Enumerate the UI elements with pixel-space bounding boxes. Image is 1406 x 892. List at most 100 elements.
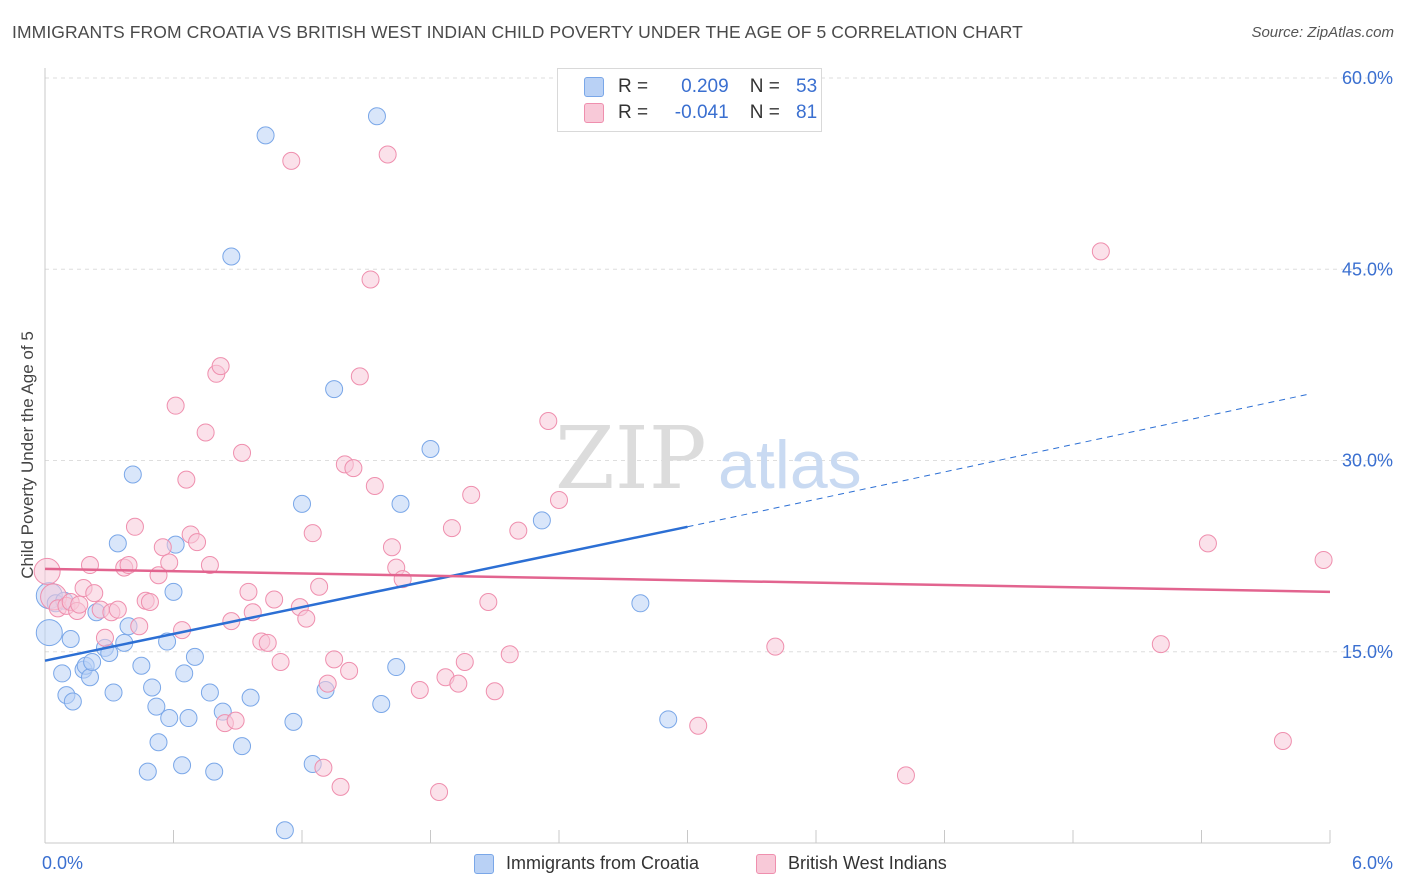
point-croatia xyxy=(200,683,219,702)
series-label-bwi: British West Indians xyxy=(788,853,947,873)
point-croatia xyxy=(293,494,311,513)
point-croatia xyxy=(108,534,127,553)
point-bwi xyxy=(271,652,290,671)
point-bwi xyxy=(226,711,245,730)
series-bwi-points xyxy=(33,145,1333,801)
point-croatia xyxy=(631,594,650,613)
point-bwi xyxy=(539,411,558,430)
point-bwi xyxy=(1198,534,1217,553)
point-bwi xyxy=(1273,732,1292,750)
point-bwi xyxy=(350,367,369,386)
point-bwi xyxy=(314,758,333,777)
point-croatia xyxy=(275,821,294,840)
trend-line-bwi xyxy=(44,567,1331,594)
point-bwi xyxy=(85,584,104,603)
y-tick-label: 15.0% xyxy=(1342,642,1393,662)
point-bwi xyxy=(382,538,401,557)
point-bwi xyxy=(140,593,159,612)
series-legend: Immigrants from Croatia British West Ind… xyxy=(0,852,1406,878)
point-croatia xyxy=(205,762,224,781)
legend-swatch-croatia xyxy=(584,77,604,97)
point-croatia xyxy=(132,656,151,675)
watermark-zip: ZIP xyxy=(555,409,707,509)
legend-r-value: 0.209 xyxy=(681,76,729,97)
point-croatia xyxy=(147,697,166,716)
point-bwi xyxy=(361,270,380,289)
correlation-legend: R = 0.209 N = 53 R = -0.041 N = 81 xyxy=(557,68,822,132)
point-bwi xyxy=(449,674,468,693)
series-swatch-bwi xyxy=(756,853,776,874)
point-croatia xyxy=(123,465,142,484)
series-swatch-croatia xyxy=(474,853,494,874)
point-croatia xyxy=(179,709,198,728)
axes xyxy=(44,68,1331,844)
legend-row-croatia: R = 0.209 N = 53 xyxy=(584,75,817,99)
point-bwi xyxy=(239,582,258,601)
y-tick-label: 30.0% xyxy=(1342,451,1393,471)
y-tick-label: 45.0% xyxy=(1342,259,1393,279)
point-croatia xyxy=(143,678,162,697)
point-bwi xyxy=(303,524,322,543)
point-bwi xyxy=(331,777,350,796)
x-axis-min-label: 0.0% xyxy=(42,853,84,873)
x-axis-max-label: 6.0% xyxy=(1351,853,1393,873)
legend-n-label: N = xyxy=(749,102,780,123)
legend-swatch-bwi xyxy=(584,103,604,123)
point-croatia xyxy=(63,692,82,711)
legend-row-bwi: R = -0.041 N = 81 xyxy=(584,101,817,125)
point-croatia xyxy=(104,683,123,702)
point-bwi xyxy=(1314,550,1333,569)
point-croatia xyxy=(160,709,179,728)
point-bwi xyxy=(188,533,207,552)
point-croatia xyxy=(149,733,168,752)
point-bwi xyxy=(485,682,504,701)
point-croatia xyxy=(83,652,102,671)
legend-r-label: R = xyxy=(618,76,649,97)
trend-line-croatia-extension xyxy=(687,393,1309,528)
trend-line-croatia xyxy=(44,525,688,662)
y-axis-label: Child Poverty Under the Age of 5 xyxy=(18,331,37,579)
point-bwi xyxy=(233,443,252,462)
watermark-atlas: atlas xyxy=(718,427,862,503)
point-croatia xyxy=(241,688,260,707)
point-croatia xyxy=(175,664,194,683)
series-legend-bwi[interactable]: British West Indians xyxy=(756,853,947,874)
point-bwi xyxy=(378,145,397,164)
point-croatia xyxy=(138,762,157,781)
legend-r-value: -0.041 xyxy=(674,102,729,123)
chart-title: IMMIGRANTS FROM CROATIA VS BRITISH WEST … xyxy=(12,22,1023,42)
point-croatia xyxy=(61,630,80,648)
watermark: ZIP atlas xyxy=(555,409,862,509)
point-croatia xyxy=(222,247,241,266)
series-legend-croatia[interactable]: Immigrants from Croatia xyxy=(474,853,699,874)
y-tick-labels: 15.0% 30.0% 45.0% 60.0% xyxy=(1342,68,1393,662)
point-bwi xyxy=(442,519,461,538)
point-bwi xyxy=(455,652,474,671)
point-croatia xyxy=(325,380,344,399)
point-bwi xyxy=(166,396,185,415)
point-croatia xyxy=(387,658,406,677)
point-bwi xyxy=(318,674,337,693)
legend-r-label: R = xyxy=(618,102,649,123)
chart-source: Source: ZipAtlas.com xyxy=(1251,24,1394,41)
point-croatia xyxy=(185,647,204,666)
point-croatia xyxy=(233,737,252,756)
series-croatia-points xyxy=(35,107,678,840)
point-bwi xyxy=(310,577,329,596)
point-bwi xyxy=(297,609,316,628)
point-croatia xyxy=(164,582,183,601)
point-croatia xyxy=(367,107,386,126)
point-croatia xyxy=(659,710,678,729)
point-bwi xyxy=(500,645,519,664)
point-bwi xyxy=(462,485,481,504)
point-bwi xyxy=(160,553,179,572)
point-bwi xyxy=(766,637,785,656)
point-croatia xyxy=(532,511,551,530)
y-tick-label: 60.0% xyxy=(1342,68,1393,88)
trend-lines xyxy=(44,393,1331,662)
gridlines xyxy=(45,77,1392,653)
point-croatia xyxy=(80,668,99,687)
legend-n-value: 53 xyxy=(796,76,818,97)
point-bwi xyxy=(70,595,89,614)
point-bwi xyxy=(689,716,708,735)
